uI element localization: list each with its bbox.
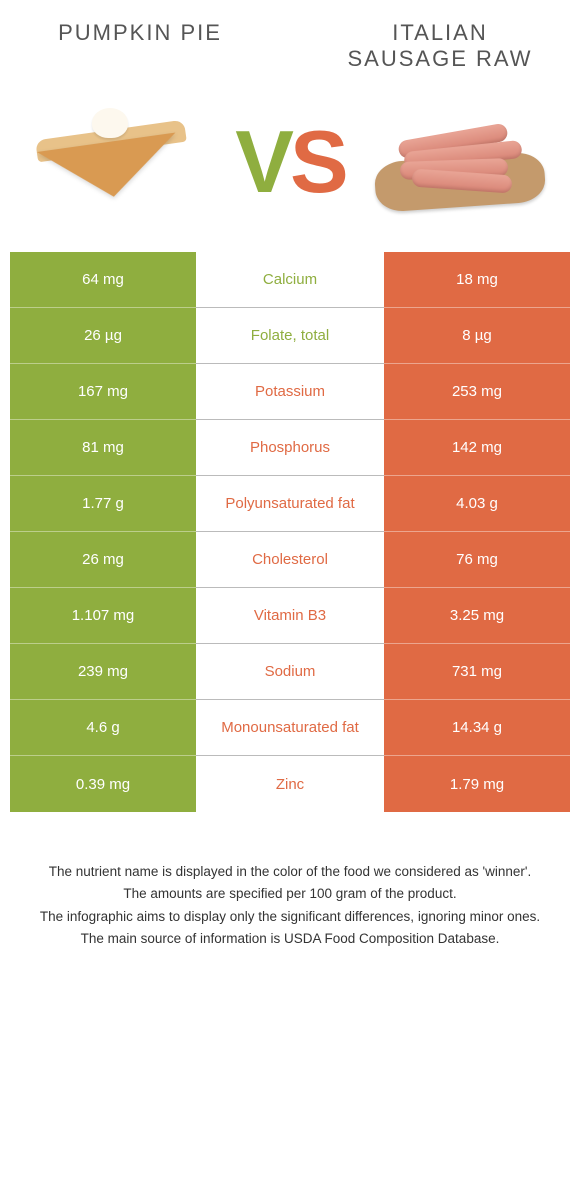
table-row: 81 mgPhosphorus142 mg [10, 420, 570, 476]
vs-v: V [235, 118, 290, 206]
nutrient-label: Folate, total [196, 308, 384, 364]
footnote-line: The main source of information is USDA F… [30, 929, 550, 949]
right-food-title: Italian sausage raw [340, 20, 540, 72]
right-value: 3.25 mg [384, 588, 570, 644]
left-value: 0.39 mg [10, 756, 196, 812]
table-row: 239 mgSodium731 mg [10, 644, 570, 700]
right-value: 8 µg [384, 308, 570, 364]
nutrient-label: Polyunsaturated fat [196, 476, 384, 532]
left-value: 81 mg [10, 420, 196, 476]
table-row: 26 µgFolate, total8 µg [10, 308, 570, 364]
left-value: 239 mg [10, 644, 196, 700]
table-row: 64 mgCalcium18 mg [10, 252, 570, 308]
table-row: 0.39 mgZinc1.79 mg [10, 756, 570, 812]
table-row: 167 mgPotassium253 mg [10, 364, 570, 420]
left-value: 26 mg [10, 532, 196, 588]
nutrient-label: Vitamin B3 [196, 588, 384, 644]
left-food-title: Pumpkin pie [40, 20, 240, 46]
left-value: 1.77 g [10, 476, 196, 532]
right-value: 76 mg [384, 532, 570, 588]
left-value: 4.6 g [10, 700, 196, 756]
header: Pumpkin pie Italian sausage raw [0, 0, 580, 82]
right-value: 18 mg [384, 252, 570, 308]
nutrient-table: 64 mgCalcium18 mg26 µgFolate, total8 µg1… [10, 252, 570, 812]
vs-label: VS [235, 118, 344, 206]
nutrient-label: Phosphorus [196, 420, 384, 476]
nutrient-label: Potassium [196, 364, 384, 420]
nutrient-label: Monounsaturated fat [196, 700, 384, 756]
right-value: 253 mg [384, 364, 570, 420]
right-value: 1.79 mg [384, 756, 570, 812]
left-value: 64 mg [10, 252, 196, 308]
footnote-line: The nutrient name is displayed in the co… [30, 862, 550, 882]
nutrient-label: Calcium [196, 252, 384, 308]
sausage-icon [370, 102, 550, 222]
footnotes: The nutrient name is displayed in the co… [0, 812, 580, 949]
left-value: 26 µg [10, 308, 196, 364]
right-value: 142 mg [384, 420, 570, 476]
vs-s: S [290, 118, 345, 206]
footnote-line: The infographic aims to display only the… [30, 907, 550, 927]
left-value: 1.107 mg [10, 588, 196, 644]
footnote-line: The amounts are specified per 100 gram o… [30, 884, 550, 904]
right-value: 14.34 g [384, 700, 570, 756]
right-value: 731 mg [384, 644, 570, 700]
nutrient-label: Zinc [196, 756, 384, 812]
table-row: 1.77 gPolyunsaturated fat4.03 g [10, 476, 570, 532]
table-row: 26 mgCholesterol76 mg [10, 532, 570, 588]
left-value: 167 mg [10, 364, 196, 420]
right-value: 4.03 g [384, 476, 570, 532]
image-row: VS [0, 82, 580, 252]
nutrient-label: Cholesterol [196, 532, 384, 588]
table-row: 1.107 mgVitamin B33.25 mg [10, 588, 570, 644]
nutrient-label: Sodium [196, 644, 384, 700]
table-row: 4.6 gMonounsaturated fat14.34 g [10, 700, 570, 756]
pumpkin-pie-icon [30, 102, 210, 222]
